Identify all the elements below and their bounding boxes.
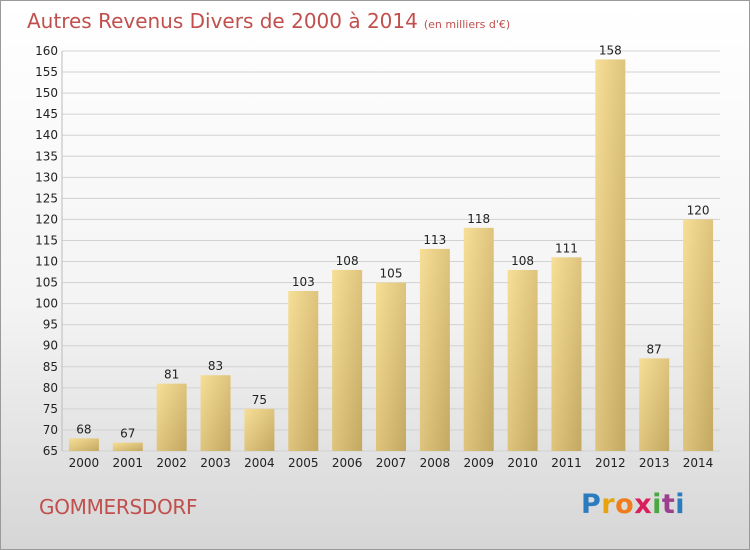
- bar-value-label: 111: [555, 241, 578, 255]
- x-tick-label: 2011: [551, 456, 582, 470]
- bar: [112, 442, 143, 451]
- y-tick-label: 150: [35, 86, 58, 100]
- logo-letter: i: [675, 489, 686, 520]
- y-tick-label: 135: [35, 149, 58, 163]
- x-tick-label: 2003: [200, 456, 231, 470]
- y-tick-label: 145: [35, 107, 58, 121]
- bar-value-label: 103: [292, 275, 315, 289]
- bars: 68 67 81 83 75 103 108 105 113 118 108 111 158 87 120: [68, 43, 714, 451]
- x-tick-label: 2009: [463, 456, 494, 470]
- y-tick-label: 100: [35, 297, 58, 311]
- bar-value-label: 113: [423, 233, 446, 247]
- y-tick-label: 120: [35, 212, 58, 226]
- y-tick-label: 155: [35, 65, 58, 79]
- bar: [507, 269, 538, 451]
- y-tick-label: 65: [43, 444, 58, 458]
- y-tick-label: 160: [35, 44, 58, 58]
- y-axis: 65 70 75 80 85 90 95 100 105 110 115 120 125 130 135 14…: [35, 44, 58, 458]
- logo-letter: i: [652, 489, 662, 520]
- x-tick-label: 2014: [683, 456, 714, 470]
- logo-letter: P: [581, 489, 602, 520]
- x-tick-label: 2005: [288, 456, 319, 470]
- bar-value-label: 158: [599, 43, 622, 57]
- y-tick-label: 125: [35, 191, 58, 205]
- y-tick-label: 115: [35, 233, 58, 247]
- x-tick-label: 2013: [639, 456, 670, 470]
- logo-letter: o: [615, 489, 635, 520]
- bar-value-label: 67: [120, 427, 135, 441]
- chart-title: Autres Revenus Divers de 2000 à 2014 (en …: [27, 9, 510, 33]
- x-tick-label: 2004: [244, 456, 275, 470]
- bar: [639, 358, 670, 451]
- bar-value-label: 68: [76, 422, 91, 436]
- bar-value-label: 105: [380, 267, 403, 281]
- bar-value-label: 75: [252, 393, 267, 407]
- bar-value-label: 81: [164, 368, 179, 382]
- chart-title-main: Autres Revenus Divers de 2000 à 2014: [27, 9, 418, 33]
- bar: [595, 59, 626, 451]
- logo-letter: x: [634, 489, 653, 520]
- bar-value-label: 108: [511, 254, 534, 268]
- y-tick-label: 130: [35, 170, 58, 184]
- bar-value-label: 87: [647, 342, 662, 356]
- bar: [463, 227, 494, 451]
- x-tick-label: 2008: [420, 456, 451, 470]
- bar: [332, 269, 363, 451]
- bar: [156, 383, 187, 451]
- x-tick-label: 2012: [595, 456, 626, 470]
- bar: [288, 291, 319, 451]
- y-tick-label: 95: [43, 318, 58, 332]
- x-tick-label: 2007: [376, 456, 407, 470]
- bar-value-label: 83: [208, 359, 223, 373]
- y-tick-label: 110: [35, 255, 58, 269]
- y-tick-label: 70: [43, 423, 58, 437]
- bar: [376, 282, 406, 451]
- bar: [244, 408, 275, 451]
- bar: [551, 257, 582, 451]
- bar: [200, 375, 231, 451]
- commune-name: GOMMERSDORF: [39, 495, 198, 519]
- y-tick-label: 90: [43, 339, 58, 353]
- bar: [683, 219, 714, 451]
- y-tick-label: 80: [43, 381, 58, 395]
- y-tick-label: 140: [35, 128, 58, 142]
- logo-letter: r: [601, 489, 616, 520]
- x-axis: 2000 2001 2002 2003 2004 2005 2006 2007 2008 2009…: [69, 456, 714, 470]
- bar-value-label: 118: [467, 212, 490, 226]
- x-tick-label: 2000: [69, 456, 100, 470]
- x-tick-label: 2001: [113, 456, 144, 470]
- y-tick-label: 85: [43, 360, 58, 374]
- y-tick-label: 75: [43, 402, 58, 416]
- x-tick-label: 2002: [156, 456, 187, 470]
- bar: [68, 438, 99, 451]
- logo-letter: t: [661, 489, 676, 520]
- chart-title-unit: (en milliers d'€): [423, 18, 511, 31]
- bar: [419, 248, 450, 451]
- x-tick-label: 2006: [332, 456, 363, 470]
- bar-value-label: 108: [336, 254, 359, 268]
- y-tick-label: 105: [35, 276, 58, 290]
- proxiti-logo: Proxiti: [581, 489, 685, 520]
- bar-value-label: 120: [687, 203, 710, 217]
- x-tick-label: 2010: [507, 456, 538, 470]
